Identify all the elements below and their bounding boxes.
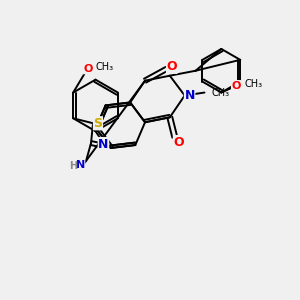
Text: N: N — [184, 89, 195, 102]
Text: O: O — [173, 136, 184, 148]
Text: H: H — [69, 161, 77, 171]
Text: O: O — [167, 60, 177, 73]
Text: CH₃: CH₃ — [96, 62, 114, 72]
Text: N: N — [76, 160, 85, 170]
Text: O: O — [232, 81, 241, 91]
Text: CH₃: CH₃ — [244, 79, 262, 88]
Text: N: N — [98, 138, 109, 151]
Text: O: O — [83, 64, 93, 74]
Text: CH₃: CH₃ — [212, 88, 230, 98]
Text: S: S — [94, 117, 103, 130]
